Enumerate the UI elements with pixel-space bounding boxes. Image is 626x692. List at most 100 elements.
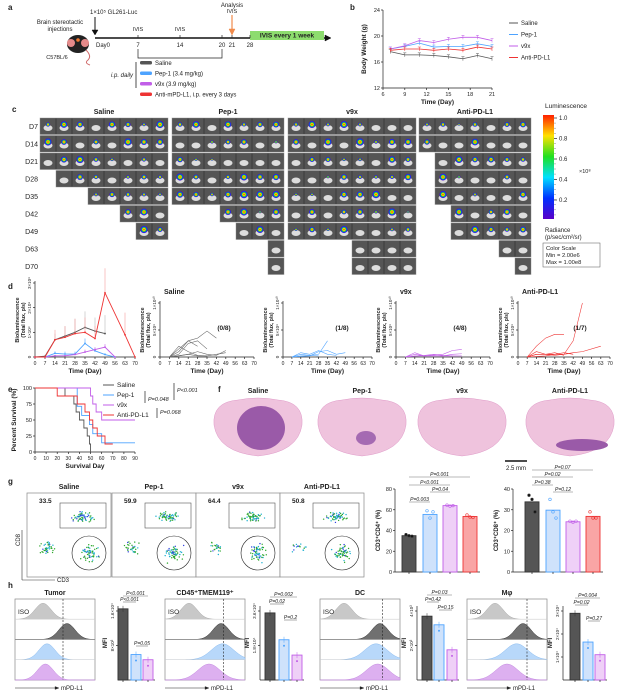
x-axis-label: Time (Day) <box>68 368 101 375</box>
bar-pep-1 <box>130 654 142 681</box>
mouse-silhouette <box>207 160 217 166</box>
flow-event-dot <box>216 543 218 546</box>
y-axis-label: CD3⁺CD8⁺ (%) <box>493 510 500 551</box>
luminescence-signal <box>158 175 162 179</box>
flow-event-dot <box>98 556 100 558</box>
flow-event-dot <box>349 550 351 553</box>
y-tick-label: 40 <box>504 487 510 493</box>
x-tick-label: 21 <box>543 361 549 367</box>
tumor-region <box>556 439 608 451</box>
luminescence-signal <box>177 156 183 163</box>
mouse-silhouette <box>403 265 413 271</box>
mouse-silhouette <box>323 177 333 184</box>
flow-event-dot <box>88 512 91 514</box>
flow-plot-title: v9x <box>232 484 244 491</box>
luminescence-signal <box>488 226 494 233</box>
mouse-silhouette <box>207 195 217 201</box>
flow-event-dot <box>134 551 136 553</box>
data-point-v9x <box>54 354 56 357</box>
flow-event-dot <box>300 543 302 545</box>
mouse-silhouette <box>107 195 117 201</box>
injection-label: 1×10⁵ GL261-Luc <box>90 9 137 16</box>
survival-curve-saline <box>35 387 92 452</box>
bar-v9x <box>442 505 458 573</box>
mouse-silhouette <box>175 160 185 166</box>
y-axis-label: Bioluminescence <box>263 307 269 352</box>
x-tick-label: 70 <box>132 361 138 367</box>
data-point <box>465 513 469 517</box>
luminescence-signal <box>358 122 362 127</box>
x-axis-label: Time (Day) <box>426 368 459 375</box>
mouse-silhouette <box>107 142 117 149</box>
individual-line-pep1 <box>291 355 319 358</box>
flow-event-dot <box>343 554 346 557</box>
mouse-ear-icon <box>67 39 75 47</box>
flow-event-dot <box>159 515 162 517</box>
y-tick-label: 1×10¹⁰ <box>152 296 157 310</box>
luminescence-signal <box>504 122 510 127</box>
chart-title: v9x <box>400 289 412 296</box>
x-tick-label: 21 <box>185 361 191 367</box>
mouse-silhouette <box>291 177 301 184</box>
flow-event-dot <box>95 547 98 550</box>
flow-event-dot <box>251 511 254 514</box>
flow-event-dot <box>335 512 338 514</box>
flow-event-dot <box>82 549 84 551</box>
flow-event-dot <box>251 552 254 555</box>
flow-event-dot <box>334 518 336 521</box>
flow-event-dot <box>158 516 160 518</box>
series-line-pep1 <box>390 42 493 50</box>
x-axis-label: Time (Day) <box>421 99 454 106</box>
mouse-silhouette <box>155 230 165 236</box>
mouse-silhouette <box>75 142 85 149</box>
tumor-free-ratio: (4/8) <box>453 325 466 332</box>
luminescence-signal <box>471 225 479 234</box>
y-axis-label: Percent Survival (%) <box>11 389 18 452</box>
cd8-axis-label: CD8 <box>16 533 22 546</box>
luminescence-signal <box>374 140 378 144</box>
flow-event-dot <box>169 549 171 551</box>
flow-event-dot <box>217 545 220 547</box>
flow-event-dot <box>349 552 351 555</box>
flow-event-dot <box>339 556 342 558</box>
cd8-gate <box>228 502 276 529</box>
y-tick-label: 0 <box>388 355 393 358</box>
ivis-row-strip <box>287 187 417 205</box>
legend-swatch-saline <box>140 61 152 65</box>
flow-event-dot <box>344 550 346 552</box>
mouse-silhouette <box>371 142 381 149</box>
histogram-v9x <box>165 663 246 681</box>
flow-event-dot <box>172 515 175 517</box>
mouse-silhouette <box>518 212 528 219</box>
x-tick-label: 63 <box>598 361 604 367</box>
day-label: 21 <box>229 43 236 49</box>
flow-event-dot <box>171 554 173 557</box>
luminescence-signal <box>388 156 396 163</box>
flow-event-dot <box>44 543 47 545</box>
luminescence-signal <box>487 156 495 163</box>
iso-label: ISO <box>323 609 334 616</box>
data-point-pep1 <box>54 352 56 355</box>
flow-event-dot <box>89 516 91 518</box>
luminescence-signal <box>341 174 347 180</box>
y-axis-label-2: (Total flux, p/s) <box>21 302 27 338</box>
flow-event-dot <box>255 556 258 558</box>
luminescence-signal <box>125 121 131 128</box>
luminescence-signal <box>125 209 131 215</box>
legend-swatch-pep1 <box>140 71 152 75</box>
brain-injection-label: Brain stereotactic <box>37 20 83 26</box>
ivis-row-strip <box>287 222 417 240</box>
flow-event-dot <box>166 562 169 564</box>
flow-event-dot <box>345 552 348 554</box>
flow-event-dot <box>330 548 333 551</box>
flow-event-dot <box>252 515 255 518</box>
flow-event-dot <box>342 554 345 556</box>
luminescence-signal <box>473 192 477 197</box>
individual-line-saline <box>169 340 198 358</box>
flow-event-dot <box>256 552 258 554</box>
flow-event-dot <box>211 545 214 547</box>
flow-event-dot <box>88 521 90 523</box>
mouse-silhouette <box>255 142 265 149</box>
x-tick-label: 49 <box>459 361 465 367</box>
tumor-region <box>237 406 285 450</box>
